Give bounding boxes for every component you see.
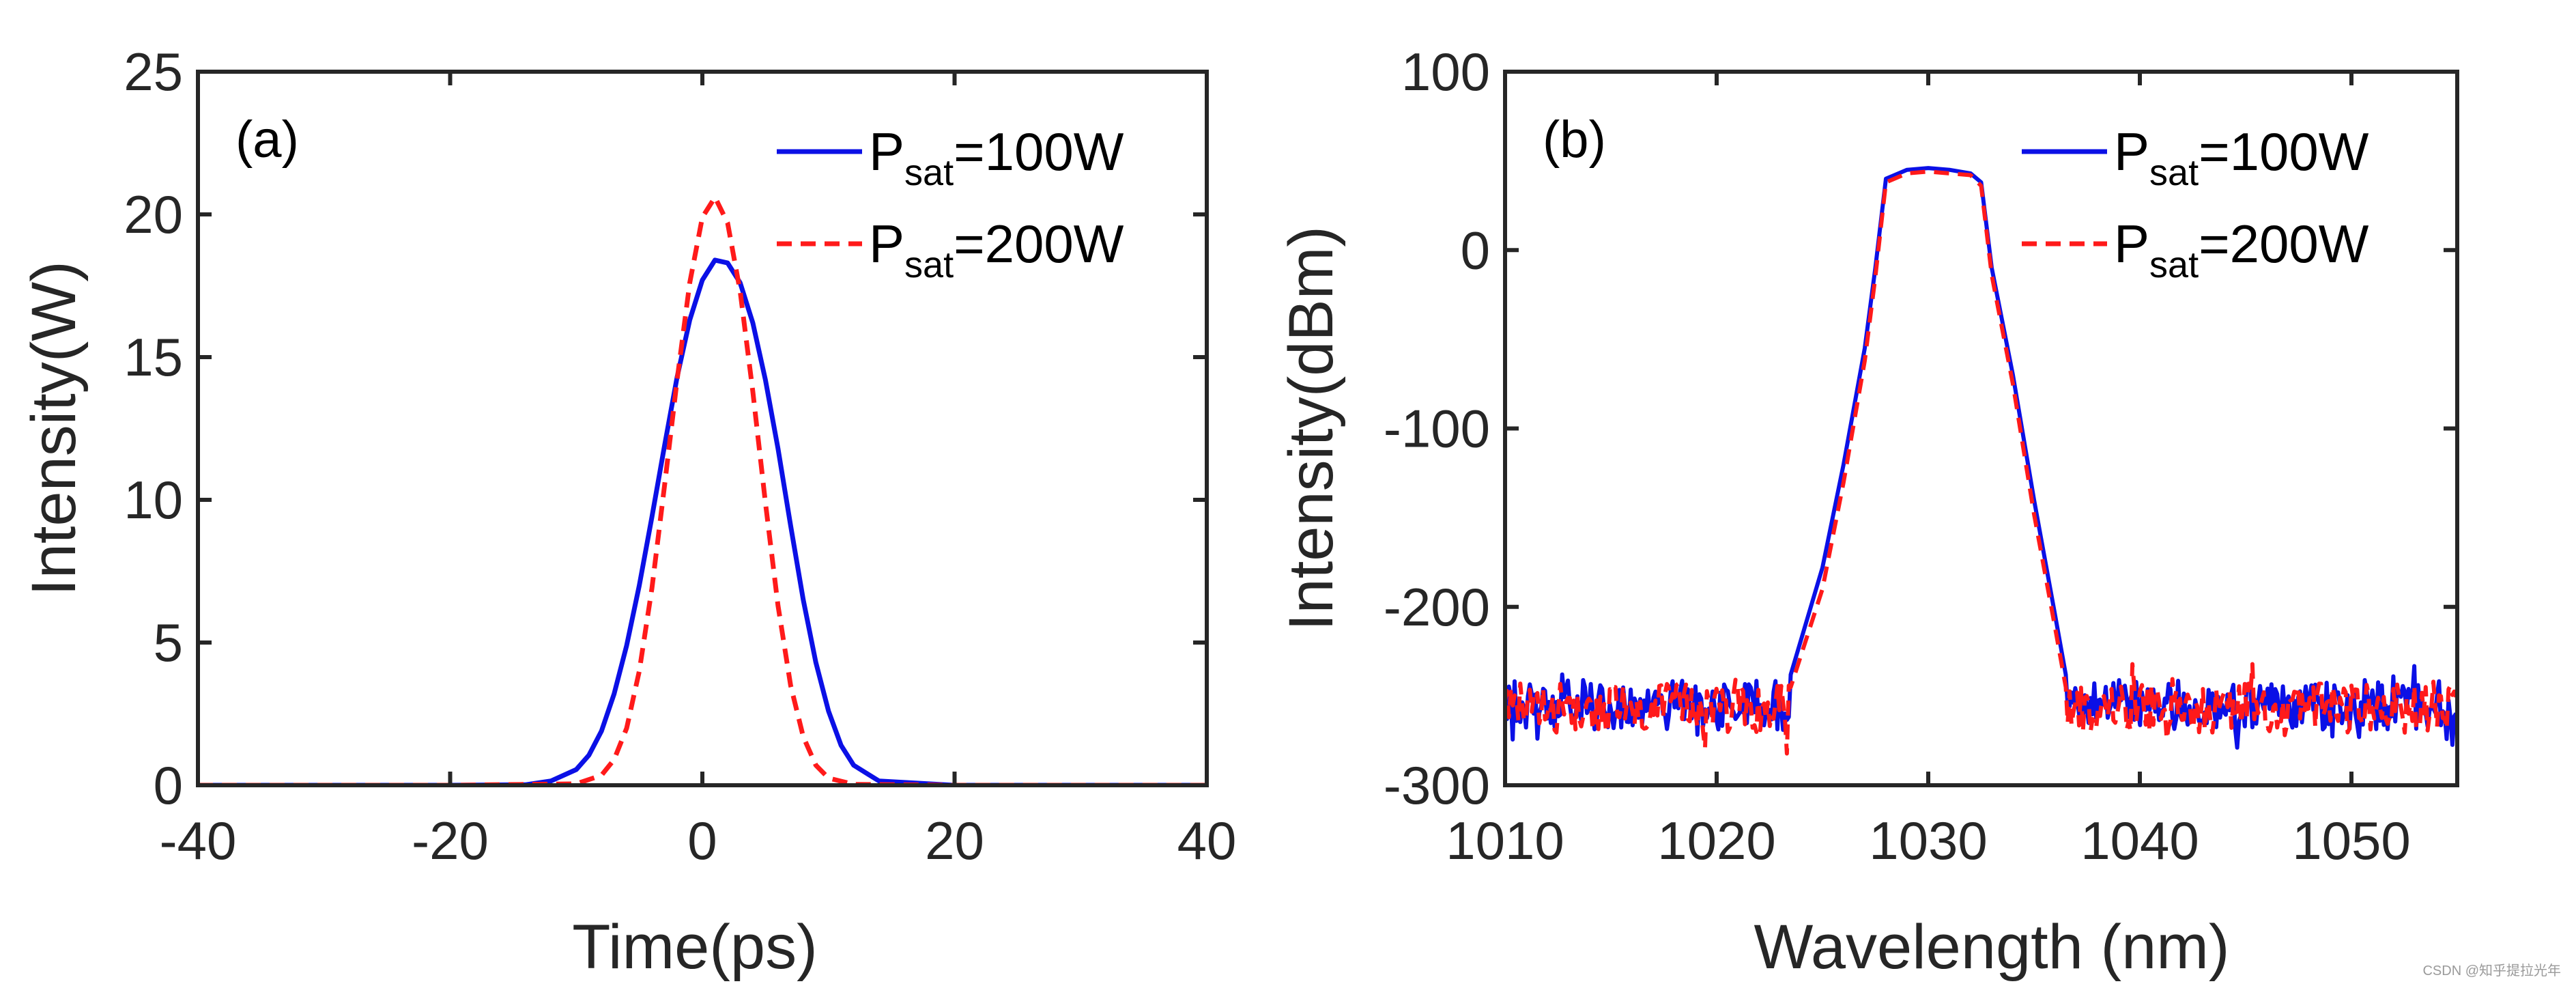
y-tick-label: 25 — [124, 42, 183, 102]
y-tick-label: 15 — [124, 327, 183, 387]
y-axis-title: Intensity(dBm) — [1276, 226, 1346, 631]
y-tick-label: 0 — [154, 755, 183, 815]
legend-subscript: sat — [2149, 244, 2199, 285]
x-tick-label: 40 — [1177, 811, 1237, 871]
series-line-200w — [198, 195, 1207, 785]
watermark: CSDN @知乎提拉光年 — [2422, 963, 2561, 978]
legend-subscript: sat — [904, 244, 954, 285]
legend-subscript: sat — [2149, 152, 2199, 193]
legend-entry: Psat=100W — [2114, 122, 2369, 193]
x-tick-label: 1020 — [1657, 811, 1776, 871]
x-tick-label: 1050 — [2292, 811, 2411, 871]
x-axis-title: Wavelength (nm) — [1754, 912, 2229, 982]
x-tick-label: -20 — [412, 811, 489, 871]
series-line-100w — [198, 257, 1207, 785]
legend-symbol: P — [869, 214, 904, 274]
legend-value: 200W — [2230, 214, 2369, 274]
x-tick-label: 1030 — [1869, 811, 1988, 871]
legend-entry: Psat=200W — [2114, 214, 2369, 285]
legend-subscript: sat — [904, 152, 954, 193]
x-tick-label: 0 — [687, 811, 717, 871]
series-line-200w — [1505, 169, 2457, 756]
y-tick-label: 100 — [1401, 42, 1490, 102]
y-tick-label: -200 — [1384, 577, 1490, 637]
legend-equals: = — [954, 214, 985, 274]
legend-equals: = — [2199, 122, 2230, 182]
series-group — [198, 195, 1207, 785]
legend-equals: = — [2199, 214, 2230, 274]
panel-label: (a) — [235, 111, 299, 169]
y-axis-title: Intensity(W) — [19, 261, 89, 596]
y-tick-label: 0 — [1461, 220, 1490, 280]
legend-entry: Psat=200W — [869, 214, 1124, 285]
x-tick-label: -40 — [160, 811, 237, 871]
y-tick-label: 5 — [154, 612, 183, 673]
x-tick-label: 1010 — [1446, 811, 1564, 871]
chart-a: -40 -20 0 20 40 0 5 10 15 20 25 Time(ps) Intensity(W… — [19, 42, 1236, 982]
legend-entry: Psat=100W — [869, 122, 1124, 193]
x-tick-label: 20 — [925, 811, 984, 871]
chart-b: 1010 1020 1030 1040 1050 -300 -200 -100 0 100 Wave… — [1276, 42, 2459, 982]
y-tick-label: -300 — [1384, 755, 1490, 815]
panel-label: (b) — [1543, 111, 1606, 169]
legend-symbol: P — [2114, 122, 2149, 182]
legend-symbol: P — [2114, 214, 2149, 274]
legend-equals: = — [954, 122, 985, 182]
legend-value: 100W — [985, 122, 1124, 182]
legend-value: 100W — [2230, 122, 2369, 182]
legend-value: 200W — [985, 214, 1124, 274]
y-tick-label: 20 — [124, 184, 183, 244]
x-tick-label: 1040 — [2080, 811, 2199, 871]
x-axis-title: Time(ps) — [572, 912, 817, 982]
legend-symbol: P — [869, 122, 904, 182]
y-tick-label: -100 — [1384, 399, 1490, 459]
y-tick-label: 10 — [124, 470, 183, 530]
series-group — [1505, 166, 2457, 756]
